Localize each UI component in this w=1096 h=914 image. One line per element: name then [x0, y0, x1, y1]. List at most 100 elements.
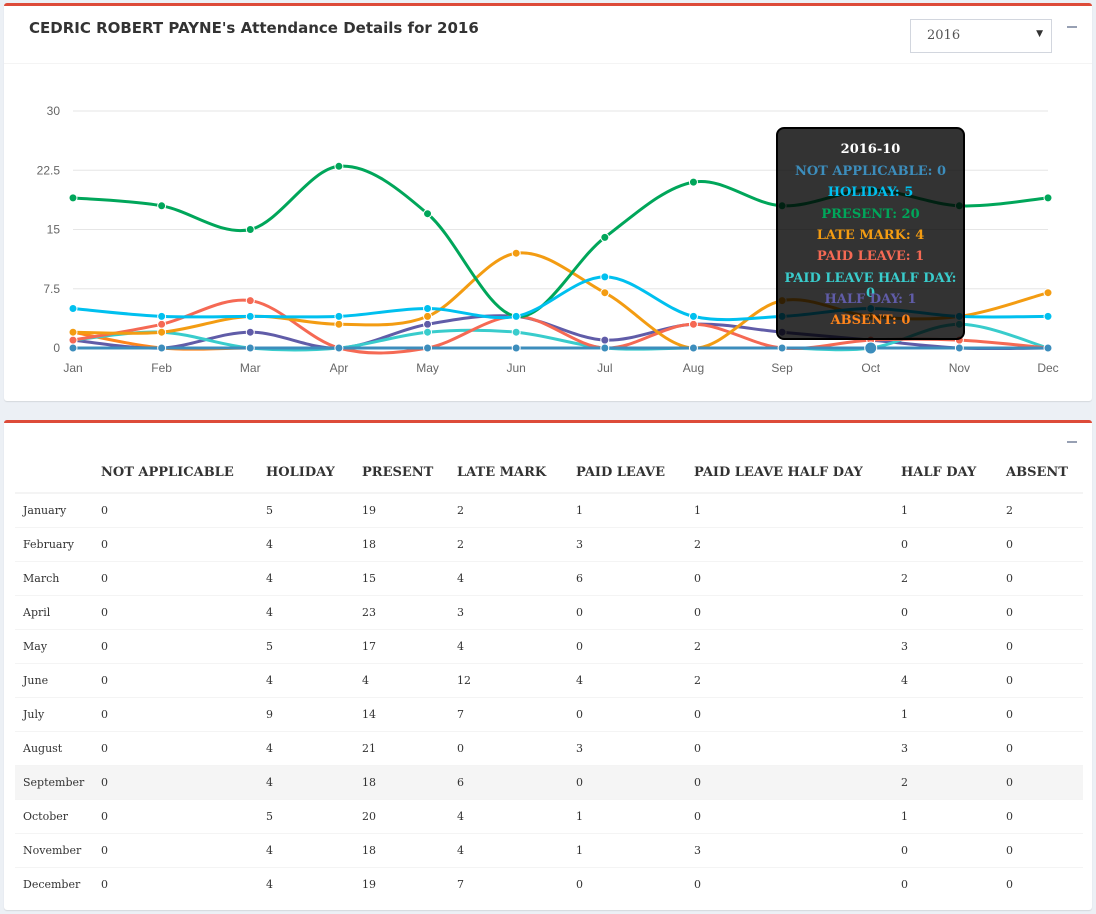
table-cell: 1	[686, 492, 893, 527]
table-cell: 4	[258, 526, 354, 561]
data-point-half-day[interactable]	[600, 335, 610, 345]
data-point-not-applicable[interactable]	[864, 341, 878, 355]
data-point-half-day[interactable]	[423, 319, 433, 329]
table-cell: 3	[449, 594, 568, 629]
data-point-paid-leave[interactable]	[688, 319, 698, 329]
data-point-not-applicable[interactable]	[245, 343, 255, 353]
y-tick-label: 0	[53, 341, 60, 355]
table-cell: 2	[686, 526, 893, 561]
data-point-late-mark[interactable]	[1043, 288, 1053, 298]
table-cell: 3	[893, 730, 998, 765]
data-point-not-applicable[interactable]	[600, 343, 610, 353]
table-cell: 15	[354, 560, 449, 595]
data-point-late-mark[interactable]	[68, 327, 78, 337]
data-point-late-mark[interactable]	[511, 248, 521, 258]
tooltip-row: PAID LEAVE HALF DAY: 0	[784, 270, 957, 301]
table-row: September 0 4 18 6 0 0 2 0	[15, 764, 1083, 799]
table-cell: 19	[354, 866, 449, 901]
data-point-holiday[interactable]	[1043, 311, 1053, 321]
table-cell: 0	[686, 866, 893, 901]
table-cell: 4	[258, 764, 354, 799]
data-point-not-applicable[interactable]	[954, 343, 964, 353]
table-cell: 2	[686, 628, 893, 663]
table-cell: 0	[93, 730, 258, 765]
data-point-not-applicable[interactable]	[688, 343, 698, 353]
data-point-not-applicable[interactable]	[157, 343, 167, 353]
data-point-late-mark[interactable]	[334, 319, 344, 329]
table-cell: 4	[893, 662, 998, 697]
chart-box-header: CEDRIC ROBERT PAYNE's Attendance Details…	[4, 6, 1092, 64]
data-point-present[interactable]	[688, 177, 698, 187]
data-point-holiday[interactable]	[600, 272, 610, 282]
data-point-not-applicable[interactable]	[1043, 343, 1053, 353]
table-cell: 4	[258, 560, 354, 595]
table-cell: 4	[258, 832, 354, 867]
table-cell: 0	[998, 832, 1083, 867]
data-point-late-mark[interactable]	[423, 311, 433, 321]
data-point-half-day[interactable]	[245, 327, 255, 337]
collapse-table-button[interactable]	[1067, 441, 1077, 443]
data-point-present[interactable]	[600, 232, 610, 242]
chart-tooltip: 2016-10 NOT APPLICABLE: 0 HOLIDAY: 5 PRESE…	[776, 127, 965, 340]
data-point-not-applicable[interactable]	[334, 343, 344, 353]
data-point-present[interactable]	[157, 201, 167, 211]
data-point-present[interactable]	[423, 209, 433, 219]
table-cell: 2	[893, 560, 998, 595]
data-point-paid-leave[interactable]	[157, 319, 167, 329]
data-point-present[interactable]	[1043, 193, 1053, 203]
table-cell: 0	[93, 798, 258, 833]
series-not-applicable	[68, 341, 1053, 355]
table-cell: 0	[998, 594, 1083, 629]
table-cell: 23	[354, 594, 449, 629]
column-header	[15, 452, 93, 494]
x-tick-label: May	[416, 361, 439, 375]
y-tick-label: 7.5	[43, 282, 60, 296]
data-point-late-mark[interactable]	[600, 288, 610, 298]
data-point-late-mark[interactable]	[157, 327, 167, 337]
x-tick-label: Jan	[63, 361, 82, 375]
data-point-not-applicable[interactable]	[68, 343, 78, 353]
month-cell: March	[15, 560, 93, 595]
data-point-holiday[interactable]	[688, 311, 698, 321]
data-point-present[interactable]	[245, 225, 255, 234]
data-point-paid-leave[interactable]	[68, 335, 78, 345]
data-point-holiday[interactable]	[245, 311, 255, 321]
column-header: LATE MARK	[449, 452, 568, 494]
table-cell: 4	[258, 730, 354, 765]
data-point-holiday[interactable]	[334, 311, 344, 321]
table-cell: 3	[893, 628, 998, 663]
data-point-paid-leave-half-day[interactable]	[423, 327, 433, 337]
data-point-holiday[interactable]	[68, 304, 78, 313]
data-point-holiday[interactable]	[511, 311, 521, 321]
table-row: May 0 5 17 4 0 2 3 0	[15, 628, 1083, 663]
table-cell: 0	[686, 798, 893, 833]
data-point-not-applicable[interactable]	[511, 343, 521, 353]
data-point-present[interactable]	[68, 193, 78, 203]
data-point-paid-leave-half-day[interactable]	[511, 327, 521, 337]
table-cell: 0	[568, 594, 686, 629]
table-cell: 0	[893, 832, 998, 867]
table-cell: 0	[93, 696, 258, 731]
month-cell: August	[15, 730, 93, 765]
x-tick-label: Nov	[949, 361, 970, 375]
table-cell: 1	[568, 798, 686, 833]
table-cell: 5	[258, 798, 354, 833]
table-cell: 0	[998, 560, 1083, 595]
data-point-holiday[interactable]	[423, 304, 433, 313]
collapse-chart-button[interactable]	[1067, 26, 1077, 28]
column-header: HALF DAY	[893, 452, 998, 494]
month-cell: April	[15, 594, 93, 629]
table-cell: 7	[449, 866, 568, 901]
x-tick-label: Dec	[1037, 361, 1058, 375]
data-point-present[interactable]	[334, 161, 344, 171]
table-cell: 0	[686, 730, 893, 765]
data-point-holiday[interactable]	[157, 311, 167, 321]
table-cell: 4	[449, 560, 568, 595]
year-select[interactable]: 2016 ▼	[910, 19, 1052, 53]
data-point-not-applicable[interactable]	[423, 343, 433, 353]
data-point-paid-leave[interactable]	[245, 296, 255, 306]
data-point-not-applicable[interactable]	[777, 343, 787, 353]
table-cell: 1	[893, 696, 998, 731]
table-cell: 3	[686, 832, 893, 867]
tooltip-title: 2016-10	[840, 142, 901, 157]
